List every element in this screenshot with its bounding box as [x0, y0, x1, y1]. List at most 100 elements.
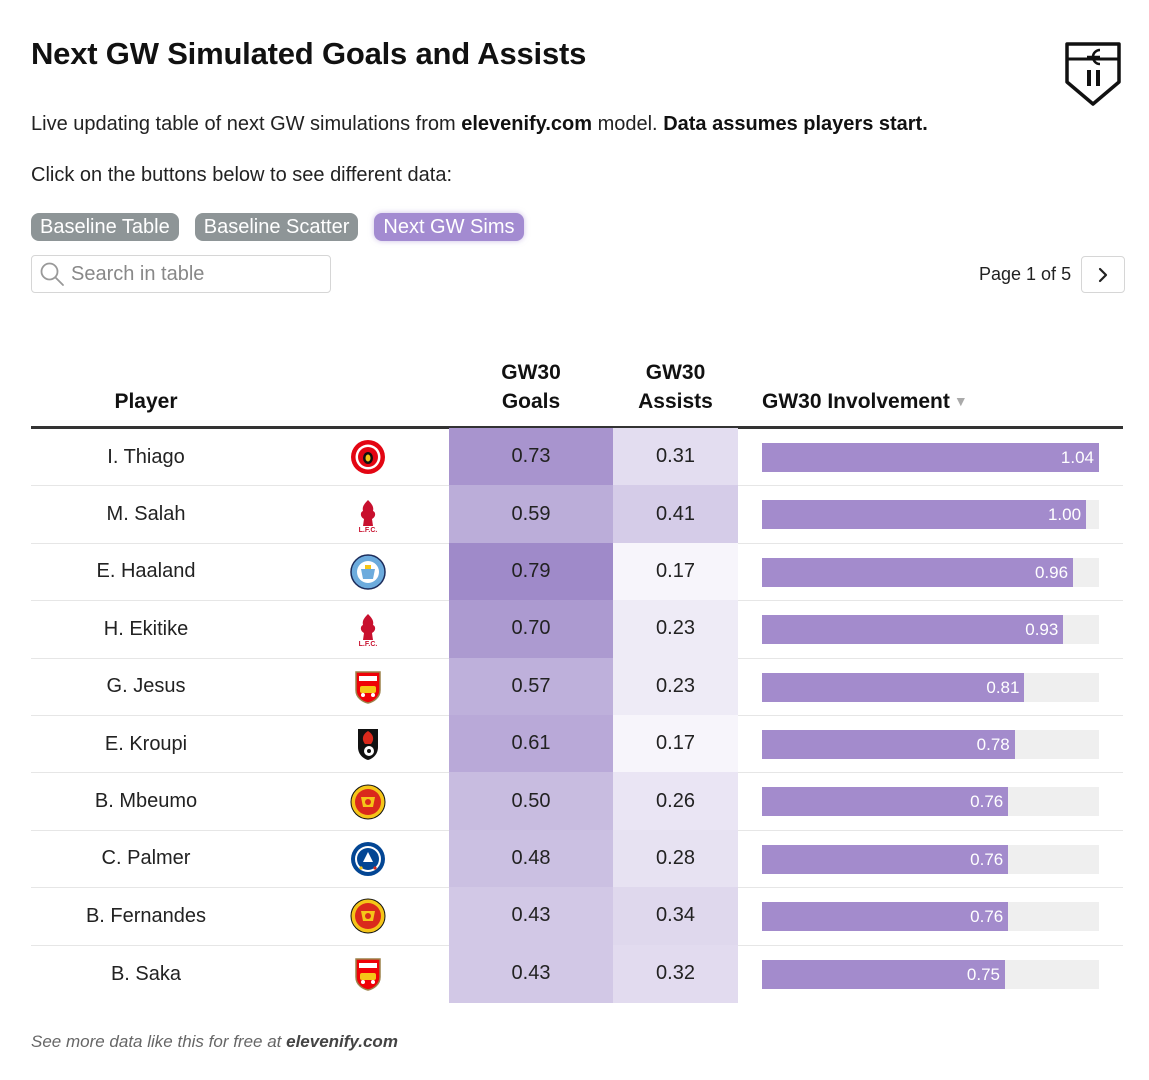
footer: See more data like this for free at elev…	[31, 1032, 398, 1051]
goals-cell: 0.59	[449, 485, 613, 543]
involvement-bar: 0.96	[762, 557, 1074, 587]
involvement-bar: 0.76	[762, 844, 1009, 874]
subtitle: Live updating table of next GW simulatio…	[31, 113, 928, 135]
involvement-value: 0.81	[986, 677, 1020, 697]
player-name: E. Haaland	[96, 560, 196, 583]
table-row[interactable]: E. Kroupi 0.61 0.17 0.78	[31, 714, 1123, 774]
table-row[interactable]: G. Jesus 0.57 0.23 0.81	[31, 657, 1123, 716]
liverpool-crest-icon: L.F.C.	[349, 486, 387, 542]
arsenal-crest-icon	[349, 946, 387, 1003]
column-header-involvement[interactable]: GW30 Involvement ▼	[762, 390, 968, 413]
involvement-bar: 0.93	[762, 615, 1064, 645]
player-name: I. Thiago	[107, 445, 185, 468]
baseline-table-button[interactable]: Baseline Table	[31, 213, 179, 241]
goals-cell: 0.48	[449, 829, 613, 888]
assists-cell: 0.26	[613, 772, 738, 830]
involvement-value: 0.76	[970, 792, 1004, 812]
involvement-bar-track: 0.75	[762, 959, 1099, 989]
assists-cell: 0.17	[613, 714, 738, 773]
table-row[interactable]: C. Palmer 0.48 0.28 0.76	[31, 829, 1123, 889]
assists-cell: 0.32	[613, 944, 738, 1003]
goals-cell: 0.57	[449, 657, 613, 715]
footer-site-link[interactable]: elevenify.com	[286, 1032, 398, 1051]
assists-cell: 0.28	[613, 829, 738, 888]
involvement-value: 0.75	[966, 964, 1001, 984]
search-input[interactable]	[71, 262, 321, 286]
table-row[interactable]: H. Ekitike L.F.C. 0.70 0.23 0.93	[31, 600, 1123, 659]
chelsea-crest-icon	[349, 831, 387, 887]
table-row[interactable]: M. Salah L.F.C. 0.59 0.41 1.00	[31, 485, 1123, 544]
column-header-goals[interactable]: GW30 Goals	[501, 361, 561, 413]
elevenify-logo[interactable]	[1063, 40, 1123, 108]
goals-cell: 0.79	[449, 542, 613, 601]
table-row[interactable]: B. Saka 0.43 0.32 0.75	[31, 944, 1123, 1003]
involvement-bar: 0.81	[762, 672, 1025, 702]
page-title: Next GW Simulated Goals and Assists	[31, 36, 587, 71]
player-name: E. Kroupi	[104, 732, 188, 755]
search-box[interactable]	[31, 255, 331, 293]
involvement-value: 0.76	[970, 849, 1004, 869]
table-row[interactable]: E. Haaland 0.79 0.17 0.96	[31, 542, 1123, 602]
involvement-bar: 0.78	[762, 729, 1015, 759]
view-buttons: Baseline Table Baseline Scatter Next GW …	[31, 213, 524, 241]
next-gw-sims-button[interactable]: Next GW Sims	[374, 213, 524, 241]
involvement-value: 1.00	[1047, 505, 1082, 525]
arsenal-crest-icon	[349, 659, 387, 715]
goals-cell: 0.43	[449, 887, 613, 945]
assists-cell: 0.17	[613, 542, 738, 601]
involvement-bar-track: 0.81	[762, 672, 1099, 702]
instructions: Click on the buttons below to see differ…	[31, 164, 453, 186]
assists-cell: 0.34	[613, 887, 738, 945]
goals-cell: 0.43	[449, 944, 613, 1003]
sort-desc-icon: ▼	[953, 393, 968, 409]
involvement-value: 0.78	[976, 734, 1010, 754]
shield-logo-icon	[1065, 42, 1121, 106]
involvement-bar: 0.76	[762, 787, 1009, 817]
man-utd-crest-icon	[349, 773, 387, 829]
involvement-bar-track: 1.00	[762, 500, 1099, 530]
header-divider	[31, 426, 1123, 429]
player-name: H. Ekitike	[103, 617, 189, 640]
player-name: M. Salah	[106, 503, 186, 526]
goals-cell: 0.50	[449, 772, 613, 830]
column-header-assists[interactable]: GW30 Assists	[638, 361, 713, 413]
player-name: B. Mbeumo	[94, 790, 198, 813]
column-header-player[interactable]: Player	[114, 390, 178, 413]
table-row[interactable]: B. Mbeumo 0.50 0.26 0.76	[31, 772, 1123, 831]
player-name: B. Fernandes	[85, 904, 207, 927]
involvement-bar-track: 0.76	[762, 844, 1099, 874]
involvement-bar-track: 0.93	[762, 615, 1099, 645]
involvement-bar-track: 0.76	[762, 787, 1099, 817]
involvement-value: 0.96	[1034, 562, 1069, 582]
goals-cell: 0.61	[449, 714, 613, 773]
liverpool-crest-icon: L.F.C.	[349, 601, 387, 657]
table-body: I. Thiago 0.73 0.31 1.04 M. Salah L.F.C. 0.59 0…	[31, 428, 1123, 1003]
table-row[interactable]: B. Fernandes 0.43 0.34 0.76	[31, 887, 1123, 946]
bournemouth-crest-icon	[349, 716, 387, 772]
involvement-bar-track: 0.96	[762, 557, 1099, 587]
player-name: B. Saka	[110, 962, 182, 985]
assists-cell: 0.23	[613, 600, 738, 658]
chevron-right-icon	[1098, 267, 1108, 282]
site-link[interactable]: elevenify.com	[461, 113, 593, 135]
involvement-value: 0.76	[970, 907, 1004, 927]
player-name: C. Palmer	[101, 847, 191, 870]
involvement-bar-track: 0.78	[762, 729, 1099, 759]
goals-cell: 0.73	[449, 428, 613, 486]
involvement-bar: 1.04	[762, 443, 1099, 472]
involvement-bar: 1.00	[762, 500, 1087, 530]
table-row[interactable]: I. Thiago 0.73 0.31 1.04	[31, 428, 1123, 487]
baseline-scatter-button[interactable]: Baseline Scatter	[194, 213, 359, 241]
man-city-crest-icon	[349, 544, 387, 600]
involvement-bar-track: 0.76	[762, 902, 1099, 932]
involvement-bar: 0.75	[762, 959, 1006, 989]
involvement-value: 1.04	[1060, 448, 1094, 467]
assists-cell: 0.41	[613, 485, 738, 543]
involvement-bar-track: 1.04	[762, 443, 1099, 472]
man-utd-crest-icon	[349, 888, 387, 944]
next-page-button[interactable]	[1081, 256, 1126, 293]
assists-cell: 0.31	[613, 428, 738, 486]
assists-cell: 0.23	[613, 657, 738, 715]
brentford-crest-icon	[349, 429, 387, 485]
goals-cell: 0.70	[449, 600, 613, 658]
